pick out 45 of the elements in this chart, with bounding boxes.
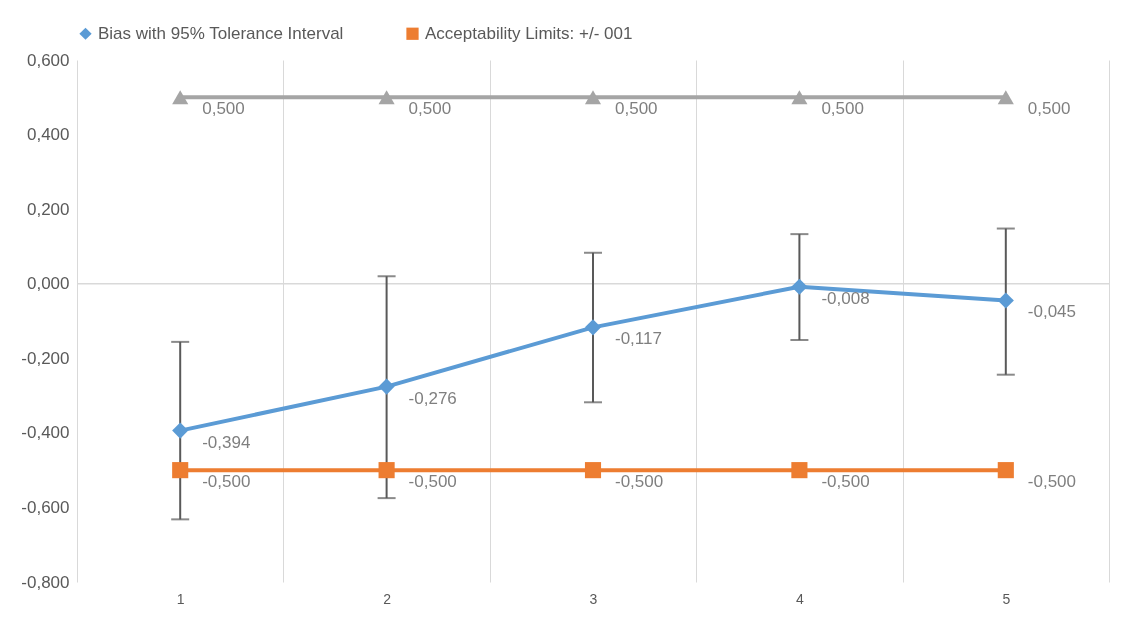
point xyxy=(584,319,602,336)
data-label: 0,500 xyxy=(408,99,452,119)
data-label: -0,500 xyxy=(1027,472,1076,492)
data-label: -0,500 xyxy=(408,472,457,492)
x-tick-label: 5 xyxy=(1002,590,1011,607)
data-label: -0,500 xyxy=(202,472,251,492)
y-tick-label: 0,000 xyxy=(26,274,70,294)
data-label: -0,500 xyxy=(615,472,664,492)
x-tick-label: 3 xyxy=(589,590,598,607)
data-label: -0,045 xyxy=(1027,302,1076,322)
y-tick-label: -0,600 xyxy=(21,497,70,517)
point xyxy=(791,462,808,479)
y-tick-label: -0,800 xyxy=(21,572,70,592)
x-tick-label: 4 xyxy=(796,590,804,607)
data-label: -0,394 xyxy=(202,432,251,452)
data-label: 0,500 xyxy=(1027,99,1071,119)
point xyxy=(791,90,808,105)
data-label: 0,500 xyxy=(615,99,658,119)
y-tick-label: 0,200 xyxy=(26,199,70,219)
data-label: -0,117 xyxy=(615,329,662,349)
point xyxy=(997,90,1014,105)
point xyxy=(584,90,602,105)
legend-label: Acceptability Limits: +/- 001 xyxy=(425,23,633,43)
x-tick-label: 1 xyxy=(176,590,185,607)
data-label: 0,500 xyxy=(202,99,245,119)
y-tick-label: -0,400 xyxy=(21,423,70,443)
point xyxy=(791,278,808,295)
y-tick-label: -0,200 xyxy=(21,348,70,368)
point xyxy=(172,90,189,105)
y-tick-label: 0,600 xyxy=(26,50,70,70)
point xyxy=(997,462,1014,479)
y-tick-label: 0,400 xyxy=(26,125,70,145)
point xyxy=(378,90,395,105)
legend-label: Bias with 95% Tolerance Interval xyxy=(98,23,344,43)
data-label: -0,500 xyxy=(821,472,870,492)
point xyxy=(172,462,189,479)
point xyxy=(378,378,395,395)
point xyxy=(997,292,1014,309)
data-label: -0,008 xyxy=(821,288,870,308)
point xyxy=(378,462,395,479)
x-tick-label: 2 xyxy=(383,590,392,607)
point xyxy=(172,422,189,439)
data-label: -0,276 xyxy=(408,388,457,408)
point xyxy=(584,462,602,479)
data-label: 0,500 xyxy=(821,99,864,119)
